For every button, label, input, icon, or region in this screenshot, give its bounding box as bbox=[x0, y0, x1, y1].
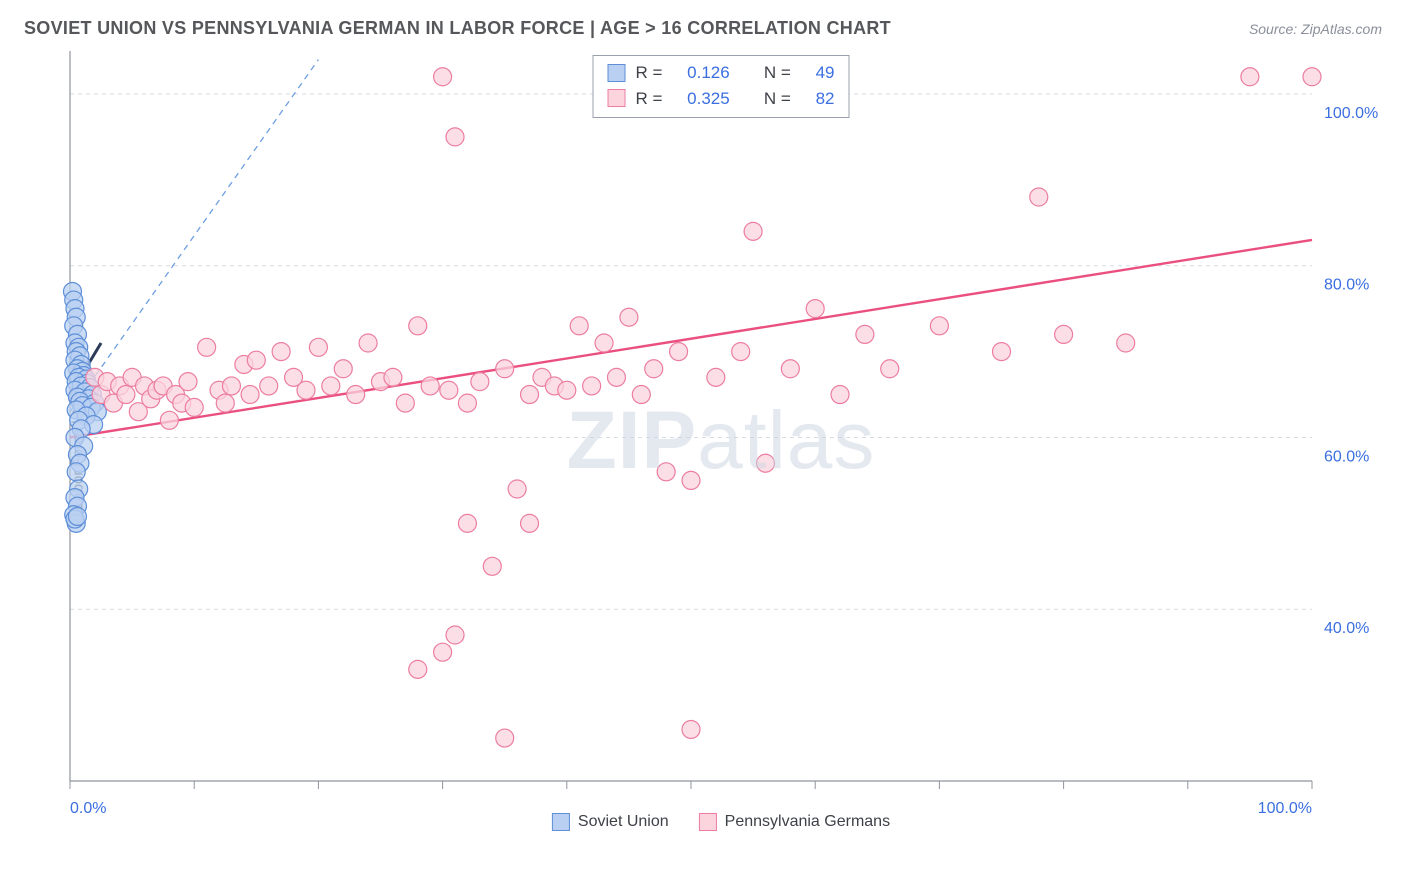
chart-title: SOVIET UNION VS PENNSYLVANIA GERMAN IN L… bbox=[24, 18, 891, 39]
legend-swatch bbox=[699, 813, 717, 831]
svg-text:100.0%: 100.0% bbox=[1258, 800, 1312, 817]
svg-text:100.0%: 100.0% bbox=[1324, 105, 1378, 122]
legend-row: R = 0.325 N = 82 bbox=[608, 86, 835, 112]
legend-item: Pennsylvania Germans bbox=[699, 813, 890, 831]
chart-area: In Labor Force | Age > 16 40.0%60.0%80.0… bbox=[60, 51, 1382, 831]
legend-swatch bbox=[608, 64, 626, 82]
correlation-legend: R = 0.126 N = 49R = 0.325 N = 82 bbox=[593, 55, 850, 118]
series-legend: Soviet Union Pennsylvania Germans bbox=[552, 813, 890, 831]
legend-row: R = 0.126 N = 49 bbox=[608, 60, 835, 86]
legend-item: Soviet Union bbox=[552, 813, 669, 831]
scatter-plot: 40.0% 60.0% 80.0% 100.0% 0.0% 100.0% bbox=[60, 51, 1382, 831]
legend-label: Soviet Union bbox=[578, 813, 669, 831]
legend-swatch bbox=[552, 813, 570, 831]
svg-text:60.0%: 60.0% bbox=[1324, 448, 1369, 465]
svg-text:0.0%: 0.0% bbox=[70, 800, 106, 817]
legend-swatch bbox=[608, 89, 626, 107]
legend-label: Pennsylvania Germans bbox=[725, 813, 890, 831]
source-label: Source: ZipAtlas.com bbox=[1249, 21, 1382, 37]
svg-text:80.0%: 80.0% bbox=[1324, 277, 1369, 294]
svg-text:40.0%: 40.0% bbox=[1324, 620, 1369, 637]
